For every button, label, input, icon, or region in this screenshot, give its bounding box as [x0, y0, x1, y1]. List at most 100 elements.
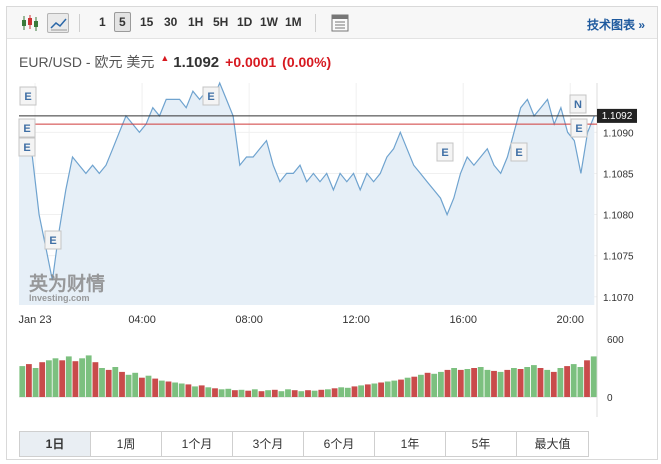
volume-bar — [358, 385, 364, 397]
volume-bar — [444, 369, 451, 397]
volume-bar — [52, 358, 59, 397]
candlestick-icon[interactable] — [19, 13, 41, 33]
x-tick-label: 12:00 — [342, 314, 370, 326]
x-tick-label: 04:00 — [128, 314, 156, 326]
event-marker: E — [510, 142, 528, 162]
volume-bar — [557, 368, 564, 397]
timeframe-15[interactable]: 15 — [140, 15, 154, 29]
volume-bar — [285, 389, 291, 397]
timeframe-1d[interactable]: 1D — [237, 15, 253, 29]
period-tab-1y[interactable]: 1年 — [375, 432, 446, 456]
volume-bar — [371, 383, 378, 397]
price-area — [19, 83, 595, 305]
timeframe-1[interactable]: 1 — [99, 15, 106, 29]
volume-bar — [484, 369, 491, 397]
volume-bar — [577, 367, 584, 397]
event-marker: E — [19, 86, 37, 106]
event-marker-box — [18, 137, 36, 157]
volume-bar — [79, 358, 85, 397]
volume-bar — [218, 389, 225, 397]
timeframe-5h[interactable]: 5H — [213, 15, 229, 29]
volume-bar — [125, 374, 132, 397]
volume-bar — [325, 389, 331, 397]
volume-bar — [451, 368, 457, 397]
volume-bar — [251, 389, 258, 397]
x-tick-label: 08:00 — [235, 314, 263, 326]
volume-bar — [225, 388, 232, 397]
period-tab-1d[interactable]: 1日 — [20, 432, 91, 456]
table-icon[interactable] — [329, 13, 351, 33]
volume-bar — [99, 368, 105, 397]
volume-bar — [152, 378, 159, 397]
volume-bar — [165, 381, 172, 397]
timeframe-5[interactable]: 5 — [114, 12, 131, 32]
volume-bar — [39, 362, 46, 397]
x-tick-label: 20:00 — [556, 314, 584, 326]
volume-bar — [46, 360, 52, 397]
volume-bar — [331, 388, 338, 397]
volume-bar — [531, 365, 537, 397]
volume-bar — [278, 391, 285, 397]
tech-chart-link[interactable]: 技术图表 » — [586, 18, 645, 32]
timeframe-1w[interactable]: 1W — [260, 15, 278, 29]
y-tick-label: 1.1090 — [603, 128, 634, 139]
volume-bar — [404, 377, 411, 397]
up-arrow-icon: ▲ — [160, 53, 170, 63]
volume-bar — [258, 391, 265, 397]
volume-bar — [291, 390, 298, 397]
volume-bar — [112, 367, 119, 397]
volume-bar — [590, 356, 597, 397]
volume-bar — [364, 384, 371, 397]
x-tick-label: 16:00 — [449, 314, 477, 326]
timeframe-1h[interactable]: 1H — [188, 15, 204, 29]
line-chart-icon[interactable] — [47, 13, 69, 33]
event-marker-box — [44, 230, 62, 250]
volume-bar — [298, 391, 305, 397]
volume-bar — [158, 380, 165, 397]
timeframe-1m[interactable]: 1M — [285, 15, 302, 29]
price-change: +0.0001 — [225, 54, 277, 70]
timeframe-30[interactable]: 30 — [164, 15, 178, 29]
chart-widget: 1 5 15 30 1H 5H 1D 1W 1M 技术图表 » EUR/USD … — [6, 6, 658, 460]
volume-bar — [418, 374, 424, 397]
event-marker-label: E — [23, 142, 30, 154]
volume-bar — [378, 382, 384, 397]
volume-bar — [424, 372, 431, 397]
period-tab-3m[interactable]: 3个月 — [233, 432, 304, 456]
volume-bar — [318, 389, 325, 398]
volume-bar — [105, 369, 112, 397]
price-line — [18, 81, 595, 281]
volume-bar — [305, 390, 311, 397]
volume-bar — [132, 372, 139, 397]
volume-bar — [344, 387, 351, 397]
event-marker-box — [510, 142, 528, 162]
period-tab-5y[interactable]: 5年 — [446, 432, 517, 456]
event-marker: E — [570, 118, 588, 138]
period-tab-1m[interactable]: 1个月 — [162, 432, 233, 456]
volume-bar — [139, 377, 145, 397]
period-tab-6m[interactable]: 6个月 — [304, 432, 375, 456]
volume-bar — [65, 356, 72, 397]
volume-bar — [550, 371, 557, 397]
volume-bar — [85, 355, 92, 397]
price-change-pct: (0.00%) — [282, 54, 332, 70]
volume-bar — [524, 367, 531, 397]
volume-bar — [119, 371, 125, 397]
volume-bar — [338, 387, 345, 397]
period-tabs: 1日 1周 1个月 3个月 6个月 1年 5年 最大值 — [19, 431, 589, 457]
event-marker-box — [569, 94, 587, 114]
volume-bar — [537, 368, 544, 397]
volume-bar — [59, 360, 66, 397]
volume-bar — [232, 390, 238, 397]
volume-bar — [391, 380, 398, 397]
volume-bar — [245, 390, 252, 397]
period-tab-max[interactable]: 最大值 — [517, 432, 588, 456]
volume-bar — [431, 373, 438, 397]
event-marker-label: E — [24, 91, 31, 103]
period-tab-1w[interactable]: 1周 — [91, 432, 162, 456]
toolbar-divider — [79, 14, 80, 32]
volume-bar — [564, 366, 570, 397]
volume-tick-label: 0 — [607, 393, 613, 404]
volume-bar — [212, 388, 218, 397]
